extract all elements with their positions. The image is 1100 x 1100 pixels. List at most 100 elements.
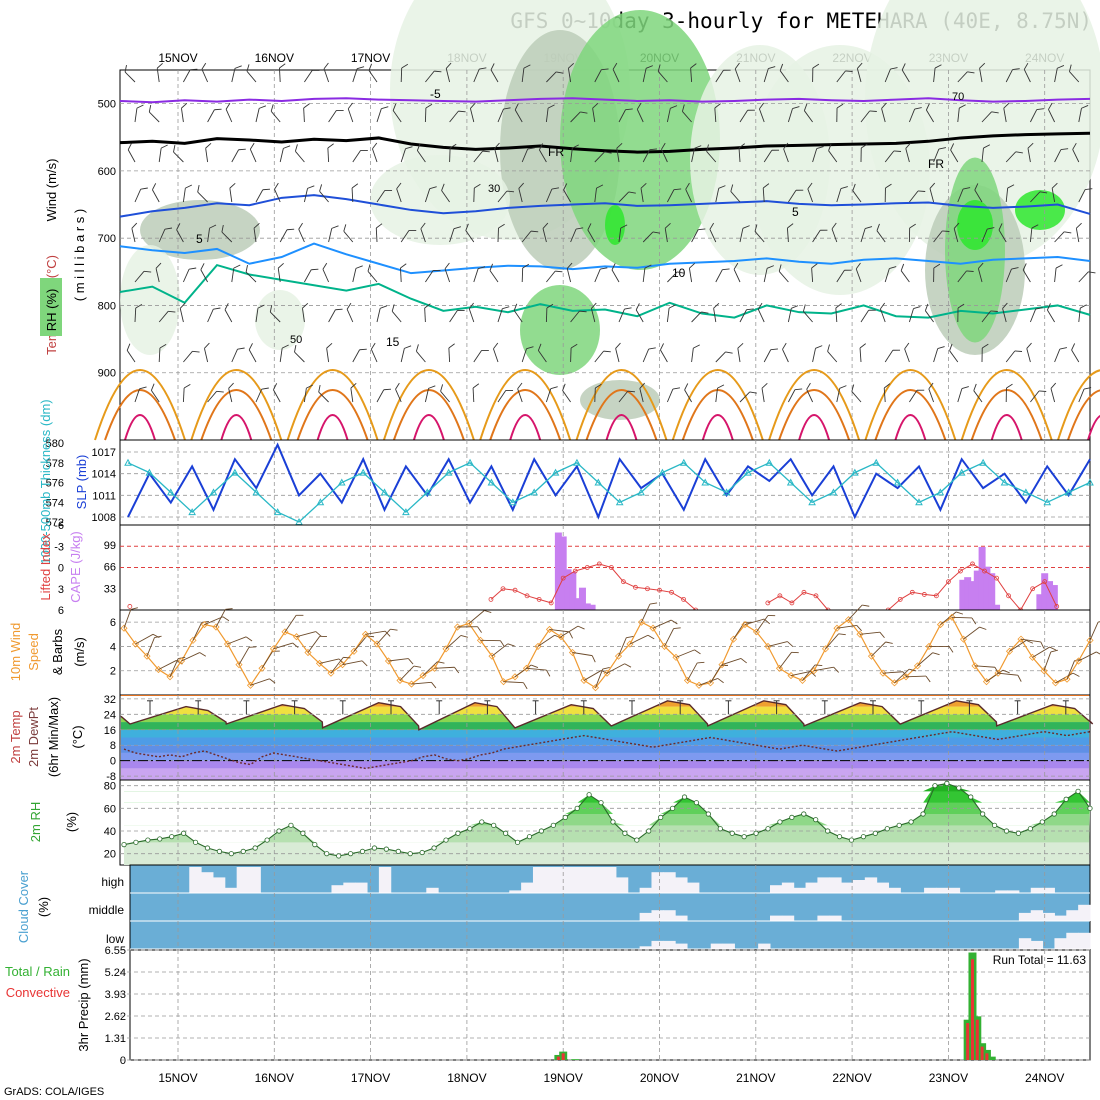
- wind-barb-staff: [737, 348, 741, 363]
- wind10-barb-staff: [848, 604, 863, 621]
- cloud-middle-bar: [817, 915, 830, 921]
- cloud-low-bar: [651, 940, 664, 949]
- wind-barb-staff: [642, 348, 650, 363]
- wind-barb: [783, 142, 789, 163]
- rh2m-point: [145, 837, 151, 843]
- isotherm-label-FR-2: FR: [928, 157, 944, 171]
- wind10-barb-flag: [245, 636, 253, 642]
- thickness-point: [252, 488, 261, 496]
- wind-barb-flag: [917, 190, 926, 192]
- wind10-barb-staff: [572, 652, 593, 657]
- wind10-barb-staff: [526, 667, 547, 671]
- rh2m-point: [192, 839, 199, 845]
- cape-bar: [1050, 585, 1058, 610]
- wind-barb-flag: [836, 103, 844, 109]
- wind-barb-staff: [715, 388, 718, 403]
- wind-barb-flag: [489, 263, 494, 271]
- wind10-barb-staff: [284, 615, 297, 633]
- wind-barb: [908, 306, 921, 323]
- wind-barb-flag: [1068, 64, 1072, 72]
- isotherm-FR: [119, 131, 1091, 154]
- wind-barb-flag: [127, 143, 132, 150]
- wind-barb-staff: [253, 228, 257, 243]
- wind10-barb: [813, 666, 840, 673]
- wind10-barb: [618, 635, 634, 657]
- wind-barb: [1029, 108, 1044, 123]
- wind-barb-staff: [979, 68, 983, 83]
- isotherm-25: [1067, 389, 1100, 441]
- wind10-barb-staff: [756, 615, 769, 633]
- cape-bar: [988, 573, 996, 610]
- wind-barb-flag: [924, 303, 929, 311]
- wind-barb-flag: [892, 349, 901, 351]
- wind-barb-staff: [441, 190, 450, 203]
- wind-barb: [933, 147, 946, 163]
- wind-barb-flag: [392, 103, 397, 111]
- rh2m-tick-40: 40: [104, 826, 116, 838]
- wind-barb-flag: [648, 347, 656, 350]
- wind-barb-staff: [279, 229, 288, 243]
- precip-tick-0: 0: [120, 1055, 126, 1067]
- wind10-barb-flag: [909, 668, 917, 672]
- wind-barb-staff: [691, 148, 695, 163]
- rh2m-point: [216, 848, 223, 855]
- bottom-day-label-17NOV: 17NOV: [351, 1071, 390, 1085]
- wind10-barb-staff: [261, 651, 273, 669]
- wind-barb-flag: [238, 148, 246, 151]
- wind-barb: [618, 108, 633, 123]
- temp2m-label-b: 2m DewPt: [26, 707, 41, 767]
- wind-barb: [497, 190, 515, 203]
- thickness-point: [423, 488, 432, 496]
- wind-barb-flag: [794, 388, 803, 391]
- wind-barb-flag: [844, 269, 852, 271]
- wind-barb-staff: [876, 230, 886, 243]
- rh2m-point: [407, 851, 413, 857]
- temp-band: [121, 752, 1089, 761]
- li-line: [887, 563, 1058, 611]
- wind-barb-flag: [468, 302, 474, 310]
- wind-barb-staff: [303, 388, 307, 403]
- wind-barb: [248, 343, 257, 363]
- wind-barb-staff: [904, 348, 910, 363]
- wind-barb: [255, 304, 265, 323]
- cloud-high-label: high: [101, 875, 124, 889]
- wind-barb-flag: [283, 145, 291, 149]
- thickness-point: [936, 488, 945, 496]
- wind-barb-staff: [473, 350, 483, 363]
- rh2m-point: [383, 846, 389, 852]
- wind-barb: [567, 62, 575, 83]
- wind10-barb-flag: [815, 664, 823, 667]
- wind10-barb-flag: [484, 610, 492, 613]
- wind-barb-staff: [1029, 228, 1033, 243]
- cloud-middle-bar: [675, 915, 688, 921]
- wind10-point: [1086, 636, 1094, 644]
- wind-barb: [173, 144, 184, 163]
- wind-barb-staff: [424, 188, 431, 203]
- wind-barb: [370, 342, 378, 363]
- wind10-point: [787, 672, 795, 680]
- wind-barb-flag: [572, 144, 579, 149]
- li-point: [1042, 579, 1048, 585]
- wind-barbs: [124, 62, 1096, 403]
- precip-convective-bar: [556, 1056, 560, 1060]
- wind-barb-staff: [521, 68, 525, 83]
- rh-blob: [370, 155, 510, 245]
- wind-barb-flag: [820, 229, 828, 231]
- wind-barb: [666, 304, 676, 323]
- cape-bar: [554, 532, 562, 610]
- cloud-high-bar: [687, 882, 700, 893]
- wind-barb: [1027, 142, 1034, 163]
- cape-bar: [978, 546, 986, 610]
- wind-barb-staff: [148, 111, 160, 123]
- wind-barb-flag: [649, 148, 657, 151]
- wind-barb-staff: [685, 189, 693, 203]
- rh2m-point: [574, 805, 580, 811]
- wind-barb: [148, 104, 160, 123]
- wind-barb-staff: [739, 309, 747, 323]
- thickness-tick-574: 574: [46, 497, 64, 509]
- rh2m-point: [288, 822, 294, 828]
- li-point: [524, 593, 530, 599]
- thickness-point: [872, 458, 881, 466]
- wind-barb-flag: [1071, 343, 1076, 351]
- wind-barb: [1005, 184, 1015, 203]
